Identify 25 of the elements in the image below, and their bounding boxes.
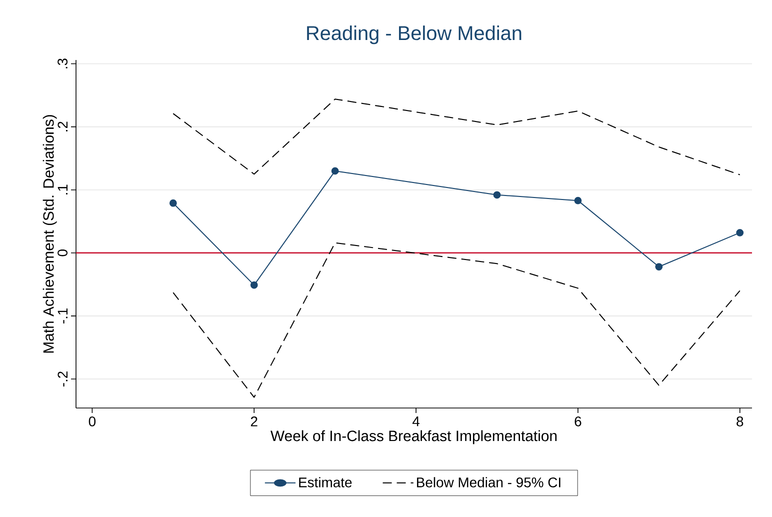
chart-title: Reading - Below Median	[307, 26, 522, 44]
line-series	[172, 242, 740, 398]
y-tick-label: 0	[58, 250, 68, 256]
line-series	[172, 98, 740, 176]
x-tick-label: 0	[88, 416, 96, 426]
point	[169, 199, 177, 207]
x-tick-label: 4	[412, 416, 420, 426]
y-tick-label: .3	[58, 58, 68, 68]
point	[250, 281, 258, 289]
y-tick-label: -.2	[58, 372, 68, 386]
x-axis-title: Week of In-Class Breakfast Implementation	[270, 430, 557, 444]
legend-label: Below Median - 95% CI	[417, 477, 560, 488]
point	[655, 263, 663, 270]
x-tick-label: 2	[250, 416, 258, 426]
legend-label: Estimate	[299, 477, 352, 488]
y-tick-label: .1	[58, 184, 68, 194]
point	[574, 196, 582, 204]
point	[331, 167, 339, 175]
y-axis-title: Math Achievement (Std. Deviations)	[42, 115, 57, 353]
point	[736, 229, 744, 236]
point	[493, 191, 501, 199]
x-tick-label: 8	[736, 416, 744, 426]
y-tick-label: -.1	[58, 308, 68, 324]
y-tick-label: .2	[58, 122, 68, 132]
x-tick-label: 6	[574, 416, 582, 426]
